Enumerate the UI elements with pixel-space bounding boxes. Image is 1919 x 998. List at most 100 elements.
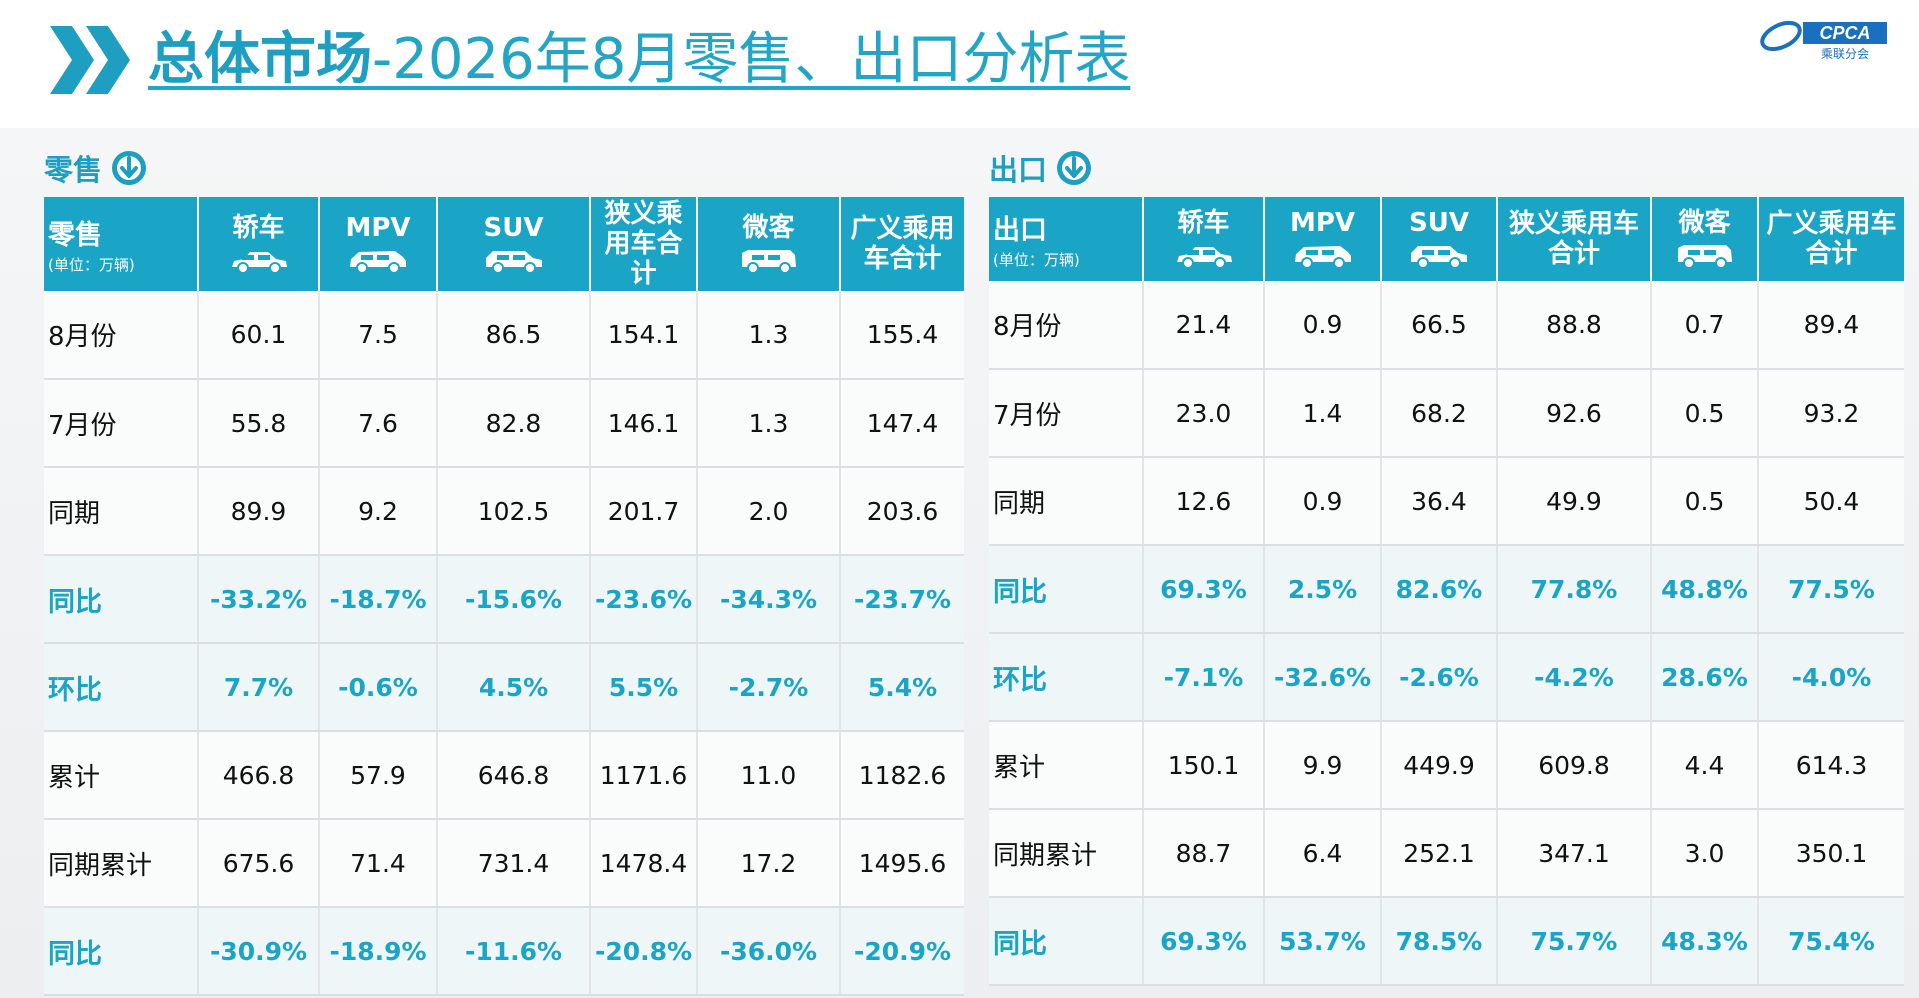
column-header-label: 狭义乘用车合计: [1508, 209, 1639, 269]
table-cell: 154.1: [590, 291, 698, 380]
cpca-logo-icon: CPCA 乘联分会: [1760, 20, 1887, 61]
table-cell: 69.3%: [1143, 545, 1265, 634]
table-cell: -2.7%: [697, 643, 841, 732]
table-cell: 350.1: [1758, 809, 1904, 898]
table-cell: 1.4: [1264, 369, 1382, 458]
table-cell: 11.0: [697, 731, 841, 820]
sedan-icon: [1176, 247, 1232, 269]
table-row: 累计 466.8 57.9 646.8 1171.6 11.0 1182.6: [44, 731, 964, 820]
table-cell: 77.5%: [1758, 545, 1904, 634]
table-cell: 93.2: [1758, 369, 1904, 458]
table-cell: 0.5: [1651, 457, 1759, 546]
row-label: 同期: [989, 457, 1144, 546]
table-row: 同期累计 675.6 71.4 731.4 1478.4 17.2 1495.6: [44, 819, 964, 908]
column-header-label: MPV: [345, 213, 411, 243]
table-cell: 4.5%: [437, 643, 591, 732]
table-cell: -18.9%: [319, 907, 438, 996]
export-corner-header: 出口 (单位：万辆): [989, 197, 1144, 281]
table-cell: 28.6%: [1651, 633, 1759, 722]
minivan-icon: [1677, 245, 1732, 269]
page-header: 总体市场-2026年8月零售、出口分析表: [50, 20, 1130, 100]
table-cell: -30.9%: [198, 907, 320, 996]
export-unit-label: (单位：万辆): [993, 251, 1080, 269]
mpv-icon: [350, 251, 406, 274]
table-cell: -34.3%: [697, 555, 841, 644]
table-cell: 48.8%: [1651, 545, 1759, 634]
arrow-down-circle-icon: [1057, 151, 1092, 185]
table-cell: 9.2: [319, 467, 438, 556]
table-cell: 609.8: [1497, 721, 1652, 810]
table-cell: 68.2: [1381, 369, 1498, 458]
table-cell: 66.5: [1381, 281, 1498, 370]
table-cell: 150.1: [1143, 721, 1265, 810]
table-cell: 1.3: [697, 291, 841, 380]
table-cell: 0.7: [1651, 281, 1759, 370]
sedan-icon: [231, 252, 287, 274]
table-row: 同比 -30.9% -18.9% -11.6% -20.8% -36.0% -20.9%: [44, 907, 964, 996]
arrow-down-circle-icon: [112, 151, 147, 185]
table-cell: 23.0: [1143, 369, 1265, 458]
export-table: 出口 (单位：万辆) 轿车 MPV SUV 狭义乘用车合计 微客 广义乘用车合计 8月份 21.…: [989, 197, 1904, 986]
table-row: 同期 12.6 0.9 36.4 49.9 0.5 50.4: [989, 457, 1904, 546]
column-header-label: 微客: [1678, 208, 1731, 238]
page-title: 总体市场-2026年8月零售、出口分析表: [148, 32, 1130, 88]
table-cell: 7.6: [319, 379, 438, 468]
table-cell: 5.4%: [840, 643, 964, 732]
export-section-title: 出口: [989, 153, 1048, 187]
column-header-label: 狭义乘用车合计: [604, 199, 683, 289]
logo-text: CPCA: [1819, 23, 1870, 43]
export-column-header: MPV: [1264, 197, 1382, 281]
table-cell: -11.6%: [437, 907, 591, 996]
row-label: 7月份: [44, 379, 199, 468]
table-row: 同比 69.3% 53.7% 78.5% 75.7% 48.3% 75.4%: [989, 897, 1904, 986]
table-cell: 77.8%: [1497, 545, 1652, 634]
table-cell: -23.7%: [840, 555, 964, 644]
table-cell: 88.8: [1497, 281, 1652, 370]
table-row: 同期 89.9 9.2 102.5 201.7 2.0 203.6: [44, 467, 964, 556]
table-row: 环比 7.7% -0.6% 4.5% 5.5% -2.7% 5.4%: [44, 643, 964, 732]
column-header-label: 广义乘用车合计: [850, 214, 955, 274]
table-cell: 252.1: [1381, 809, 1498, 898]
double-chevron-right-icon: [50, 26, 130, 94]
retail-table: 零售 (单位：万辆) 轿车 MPV SUV 狭义乘用车合计 微客 广义乘用车合计 8月份 60.…: [44, 197, 964, 996]
table-cell: 89.9: [198, 467, 320, 556]
suv-icon: [1411, 246, 1467, 269]
table-cell: 155.4: [840, 291, 964, 380]
column-header-label: SUV: [483, 213, 544, 243]
table-cell: 1171.6: [590, 731, 698, 820]
table-cell: 0.9: [1264, 457, 1382, 546]
export-column-header: 狭义乘用车合计: [1497, 197, 1652, 281]
table-cell: 201.7: [590, 467, 698, 556]
table-cell: 2.0: [697, 467, 841, 556]
retail-column-header: 微客: [697, 197, 841, 291]
export-column-header: 轿车: [1143, 197, 1265, 281]
export-corner-label: 出口: [993, 215, 1047, 246]
column-header-label: 广义乘用车合计: [1766, 209, 1897, 269]
column-header-label: SUV: [1409, 208, 1469, 238]
table-cell: 614.3: [1758, 721, 1904, 810]
table-cell: -33.2%: [198, 555, 320, 644]
export-column-header: 广义乘用车合计: [1758, 197, 1904, 281]
table-cell: 146.1: [590, 379, 698, 468]
table-cell: 9.9: [1264, 721, 1382, 810]
table-cell: 82.8: [437, 379, 591, 468]
row-label: 环比: [989, 633, 1144, 722]
table-cell: 53.7%: [1264, 897, 1382, 986]
table-cell: 55.8: [198, 379, 320, 468]
table-cell: 1478.4: [590, 819, 698, 908]
table-cell: 102.5: [437, 467, 591, 556]
table-cell: 71.4: [319, 819, 438, 908]
column-header-label: MPV: [1289, 208, 1356, 238]
table-cell: 4.4: [1651, 721, 1759, 810]
table-cell: -2.6%: [1381, 633, 1498, 722]
table-cell: 12.6: [1143, 457, 1265, 546]
table-cell: 5.5%: [590, 643, 698, 732]
table-row: 8月份 60.1 7.5 86.5 154.1 1.3 155.4: [44, 291, 964, 380]
table-cell: 1495.6: [840, 819, 964, 908]
table-cell: 466.8: [198, 731, 320, 820]
table-cell: 7.5: [319, 291, 438, 380]
table-cell: 86.5: [437, 291, 591, 380]
table-cell: 48.3%: [1651, 897, 1759, 986]
export-column-header: 微客: [1651, 197, 1759, 281]
table-row: 7月份 23.0 1.4 68.2 92.6 0.5 93.2: [989, 369, 1904, 458]
